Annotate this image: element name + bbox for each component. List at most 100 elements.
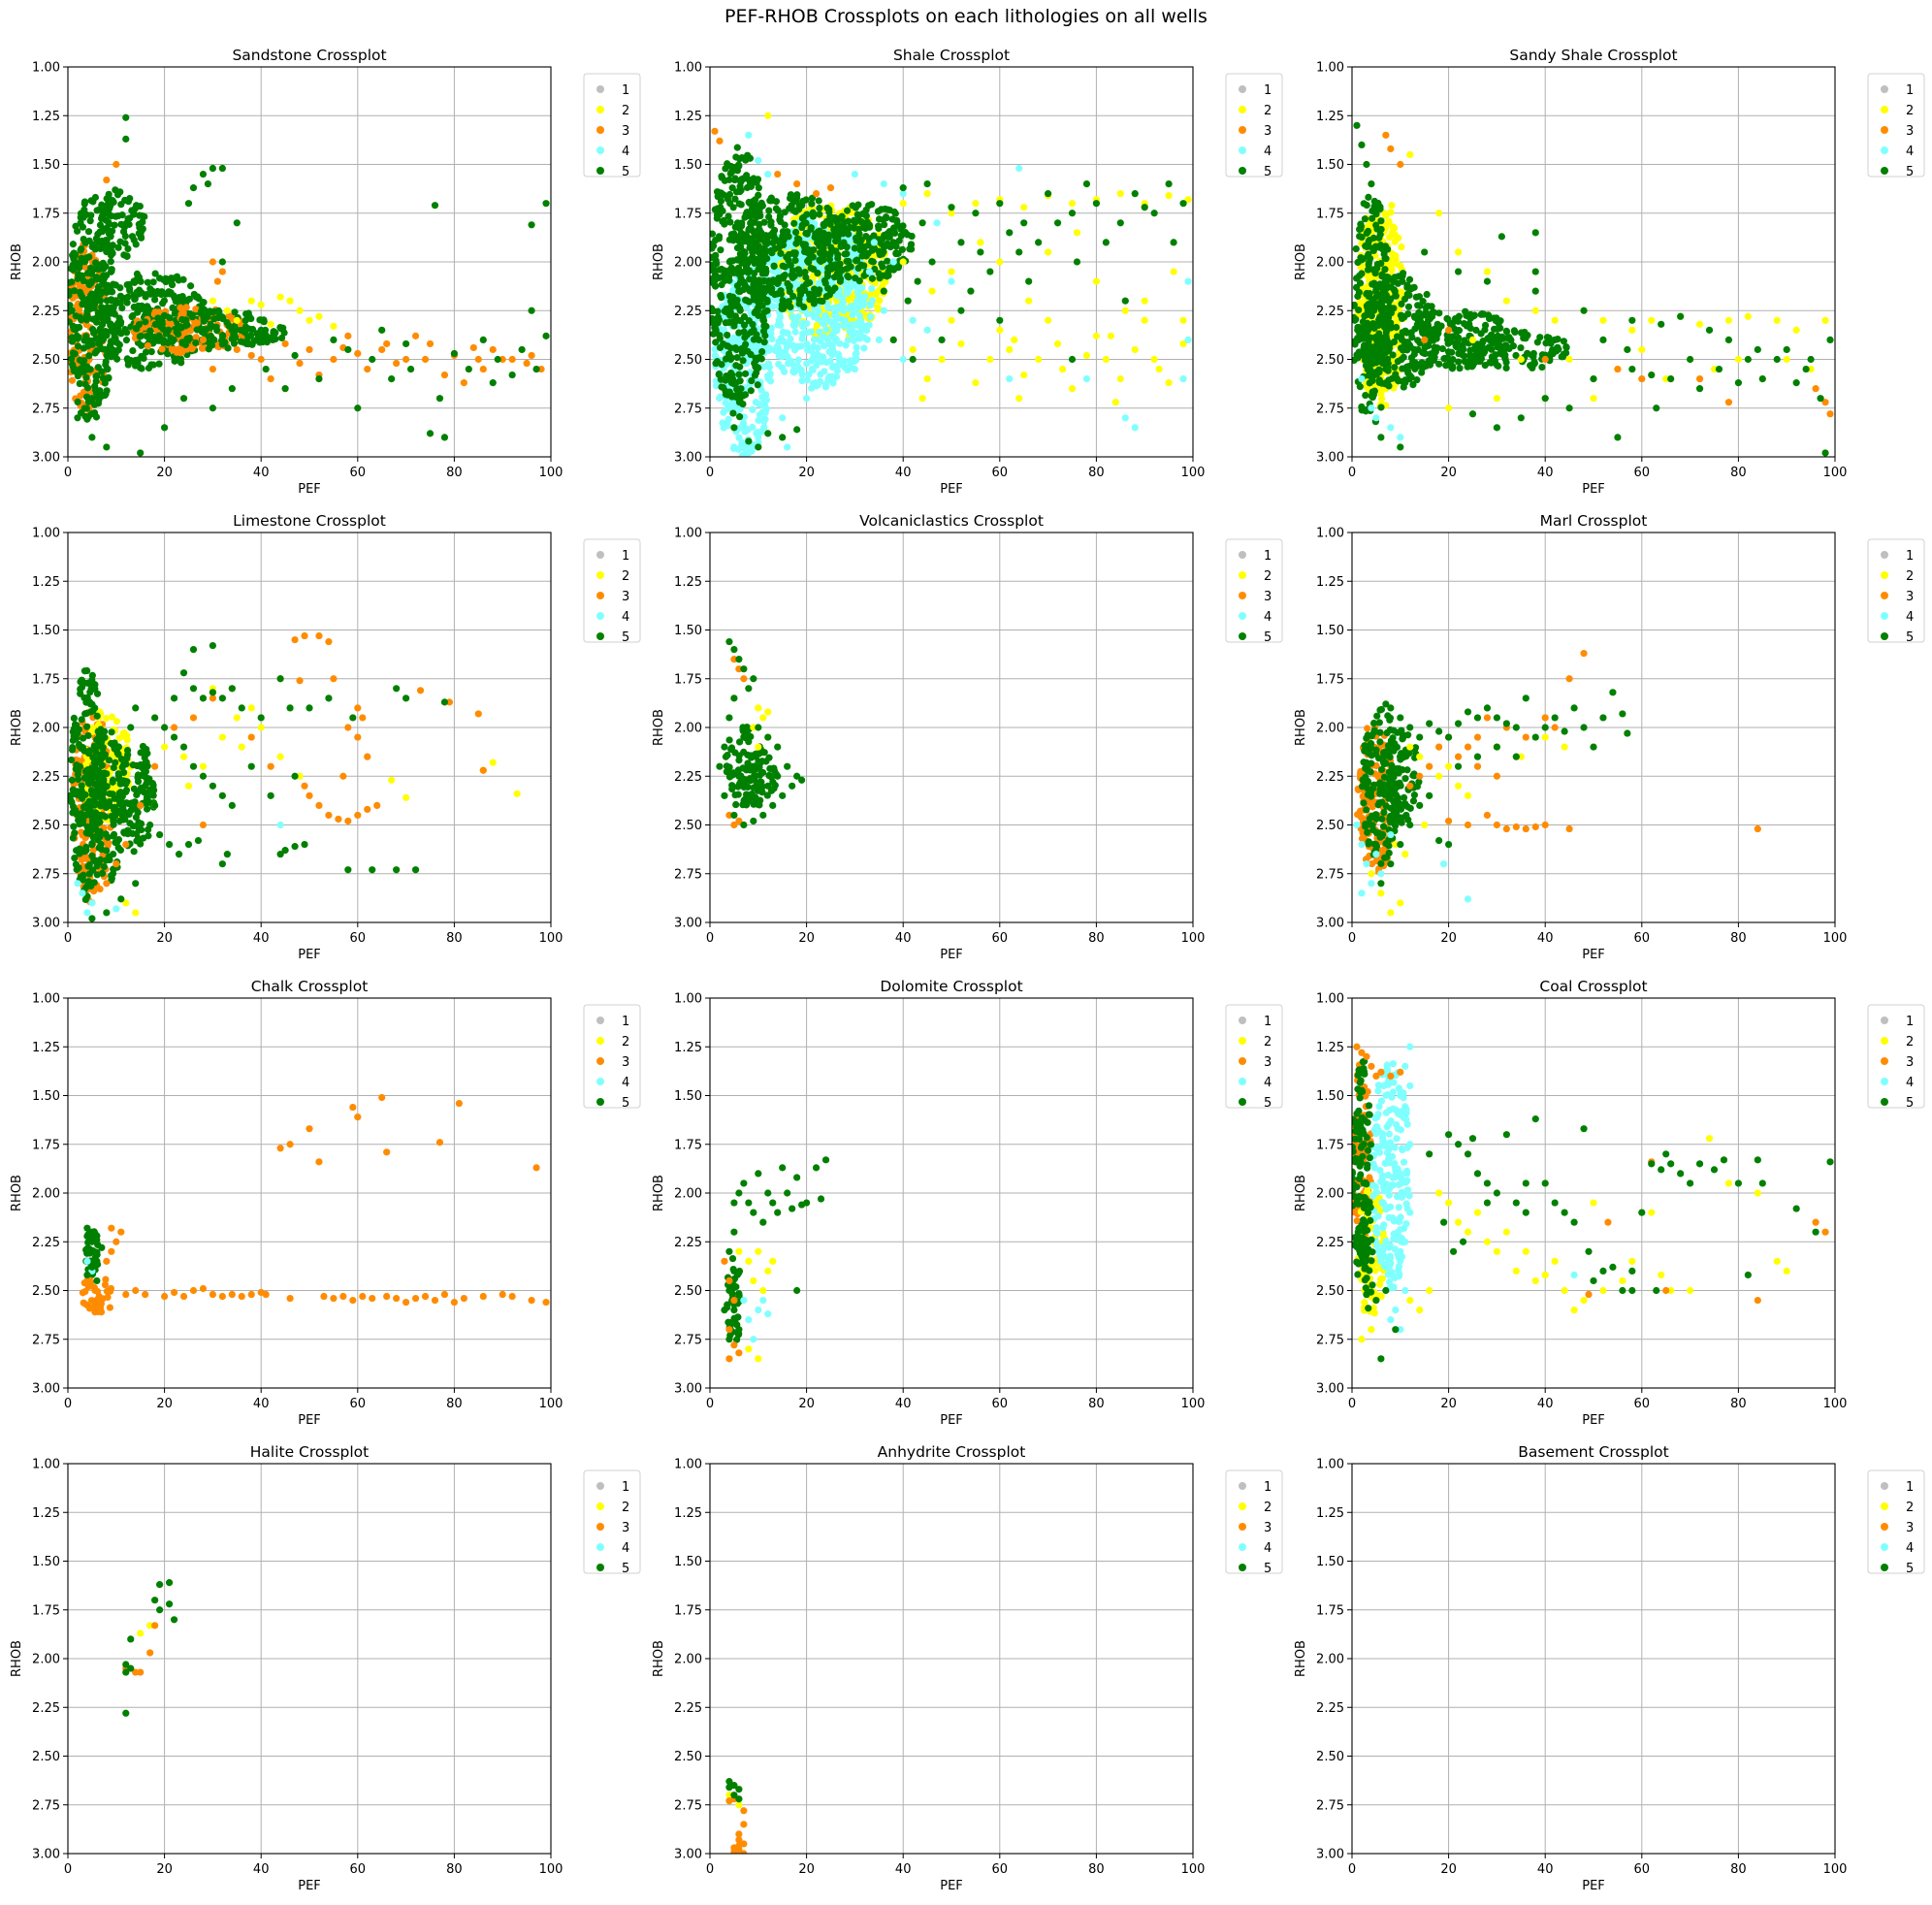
data-point-3 [281, 339, 289, 348]
data-point-2 [1068, 385, 1077, 393]
data-point-5 [774, 278, 783, 286]
data-point-5 [1355, 306, 1363, 314]
data-point-5 [868, 201, 876, 209]
data-point-5 [103, 443, 111, 451]
data-point-5 [1368, 180, 1375, 188]
data-point-5 [80, 276, 87, 285]
data-point-5 [894, 264, 902, 272]
data-point-4 [784, 360, 792, 368]
data-point-5 [1121, 297, 1129, 305]
data-point-5 [528, 221, 535, 229]
data-point-4 [728, 337, 737, 344]
data-point-5 [791, 256, 799, 265]
y-axis-label: RHOB [10, 243, 24, 280]
data-point-5 [1068, 355, 1077, 364]
data-point-2 [1821, 316, 1829, 324]
data-point-5 [1495, 362, 1502, 370]
data-point-5 [759, 316, 767, 324]
data-point-4 [863, 336, 871, 343]
data-point-4 [855, 312, 864, 320]
data-point-5 [724, 212, 732, 220]
data-point-4 [1387, 424, 1395, 432]
data-point-5 [270, 328, 277, 336]
data-point-2 [1783, 355, 1790, 364]
legend-marker [1239, 167, 1246, 175]
data-point-5 [116, 284, 124, 292]
data-point-5 [728, 184, 736, 192]
data-point-3 [1445, 326, 1453, 334]
data-point-5 [68, 302, 74, 309]
data-point-2 [115, 734, 123, 742]
data-point-2 [223, 307, 231, 314]
data-point-5 [717, 204, 724, 211]
data-point-4 [828, 351, 836, 359]
data-point-5 [1165, 180, 1173, 188]
data-point-5 [804, 257, 812, 265]
data-point-5 [748, 238, 756, 245]
data-point-4 [749, 423, 757, 432]
data-point-5 [739, 357, 747, 365]
data-point-4 [853, 297, 861, 306]
data-point-5 [1102, 239, 1110, 246]
data-point-2 [899, 200, 907, 208]
data-point-4 [738, 451, 747, 457]
legend-marker [596, 146, 604, 154]
data-point-2 [88, 724, 96, 731]
data-point-2 [938, 355, 946, 364]
data-point-4 [865, 268, 873, 275]
data-point-5 [789, 274, 796, 281]
legend-label: 1 [1264, 83, 1272, 98]
y-tick-label: 3.00 [32, 451, 60, 466]
data-point-5 [727, 353, 735, 362]
data-point-5 [85, 237, 93, 244]
data-point-5 [80, 337, 88, 344]
data-point-4 [780, 338, 788, 345]
data-point-5 [230, 339, 239, 347]
data-point-5 [1438, 344, 1447, 353]
data-point-5 [772, 198, 781, 206]
data-point-5 [135, 230, 143, 238]
data-point-5 [209, 404, 216, 412]
data-point-5 [542, 332, 550, 339]
data-point-4 [779, 414, 787, 422]
data-point-5 [107, 257, 114, 266]
data-point-5 [1667, 375, 1675, 383]
data-point-5 [785, 298, 792, 306]
data-point-4 [820, 357, 827, 365]
x-axis-label: PEF [298, 482, 321, 497]
data-point-2 [1385, 217, 1393, 225]
data-point-5 [724, 331, 731, 339]
data-point-2 [1565, 355, 1573, 364]
data-point-5 [1541, 395, 1549, 403]
subplot-title: Sandy Shale Crossplot [1509, 47, 1677, 64]
data-point-4 [1358, 375, 1366, 383]
data-point-5 [1428, 303, 1435, 310]
y-tick-label: 3.00 [1316, 451, 1344, 466]
data-point-2 [1773, 316, 1781, 324]
data-point-5 [868, 274, 877, 282]
data-point-5 [1802, 365, 1810, 373]
data-point-2 [813, 321, 821, 330]
data-point-5 [779, 297, 787, 305]
data-point-5 [198, 307, 206, 315]
data-point-2 [1155, 365, 1163, 373]
data-point-4 [822, 380, 830, 388]
data-point-5 [710, 307, 717, 315]
data-point-5 [731, 176, 739, 184]
data-point-5 [1398, 300, 1405, 308]
data-point-5 [819, 256, 826, 264]
data-point-5 [1377, 217, 1385, 225]
legend-label: 1 [1906, 83, 1914, 98]
data-point-5 [1403, 368, 1412, 375]
data-point-5 [1398, 356, 1405, 364]
data-point-5 [918, 219, 926, 227]
data-point-4 [842, 341, 850, 349]
data-point-5 [1492, 351, 1499, 359]
data-point-4 [798, 377, 806, 385]
data-point-3 [460, 379, 467, 387]
data-point-3 [90, 888, 98, 895]
data-point-5 [233, 219, 241, 227]
data-point-5 [1386, 340, 1394, 348]
data-point-4 [933, 219, 941, 227]
